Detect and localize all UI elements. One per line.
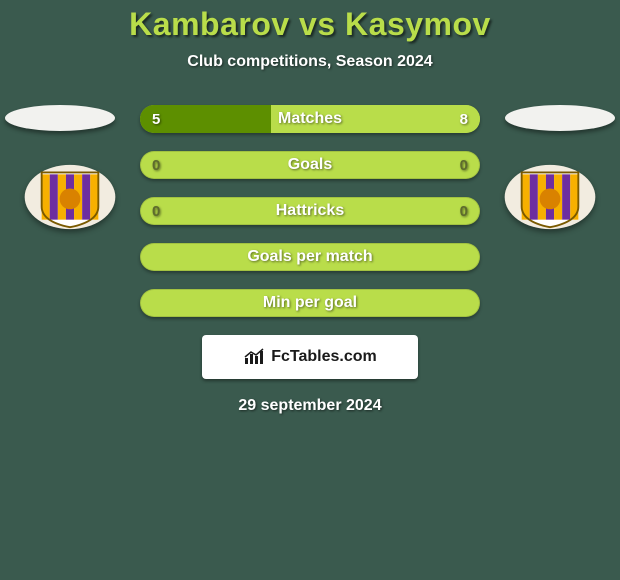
watermark-text: FcTables.com: [271, 348, 377, 366]
stat-bar: Hattricks0 0: [140, 197, 480, 225]
stat-bar-label: Min per goal: [140, 289, 480, 317]
player-right-club-badge: [500, 163, 600, 231]
stat-bar-label: Goals per match: [140, 243, 480, 271]
stat-bars: Matches58Goals00Hattricks00Goals per mat…: [140, 105, 480, 317]
stat-bar-right-value: 8: [460, 105, 468, 133]
chart-icon: [243, 348, 265, 366]
date-line: 29 september 2024: [0, 397, 620, 415]
comparison-arena: Matches58Goals00Hattricks00Goals per mat…: [0, 105, 620, 415]
stat-bar-left-value: 0: [152, 197, 160, 225]
player-right-photo: [505, 105, 615, 131]
player-left-club-badge: [20, 163, 120, 231]
stat-bar-left-value: 5: [152, 105, 160, 133]
page-title: Kambarov vs Kasymov: [0, 6, 620, 43]
subtitle: Club competitions, Season 2024: [0, 53, 620, 71]
player-left-photo: [5, 105, 115, 131]
watermark-card: FcTables.com: [202, 335, 418, 379]
stat-bar: Min per goal: [140, 289, 480, 317]
stat-bar-label: Matches: [140, 105, 480, 133]
stat-bar-right-value: 0: [460, 197, 468, 225]
stat-bar: Goals0 0: [140, 151, 480, 179]
stat-bar-right-value: 0: [460, 151, 468, 179]
stat-bar-label: Goals: [140, 151, 480, 179]
stat-bar: Goals per match: [140, 243, 480, 271]
comparison-card: Kambarov vs Kasymov Club competitions, S…: [0, 0, 620, 415]
stat-bar: Matches5 8: [140, 105, 480, 133]
stat-bar-left-value: 0: [152, 151, 160, 179]
stat-bar-label: Hattricks: [140, 197, 480, 225]
